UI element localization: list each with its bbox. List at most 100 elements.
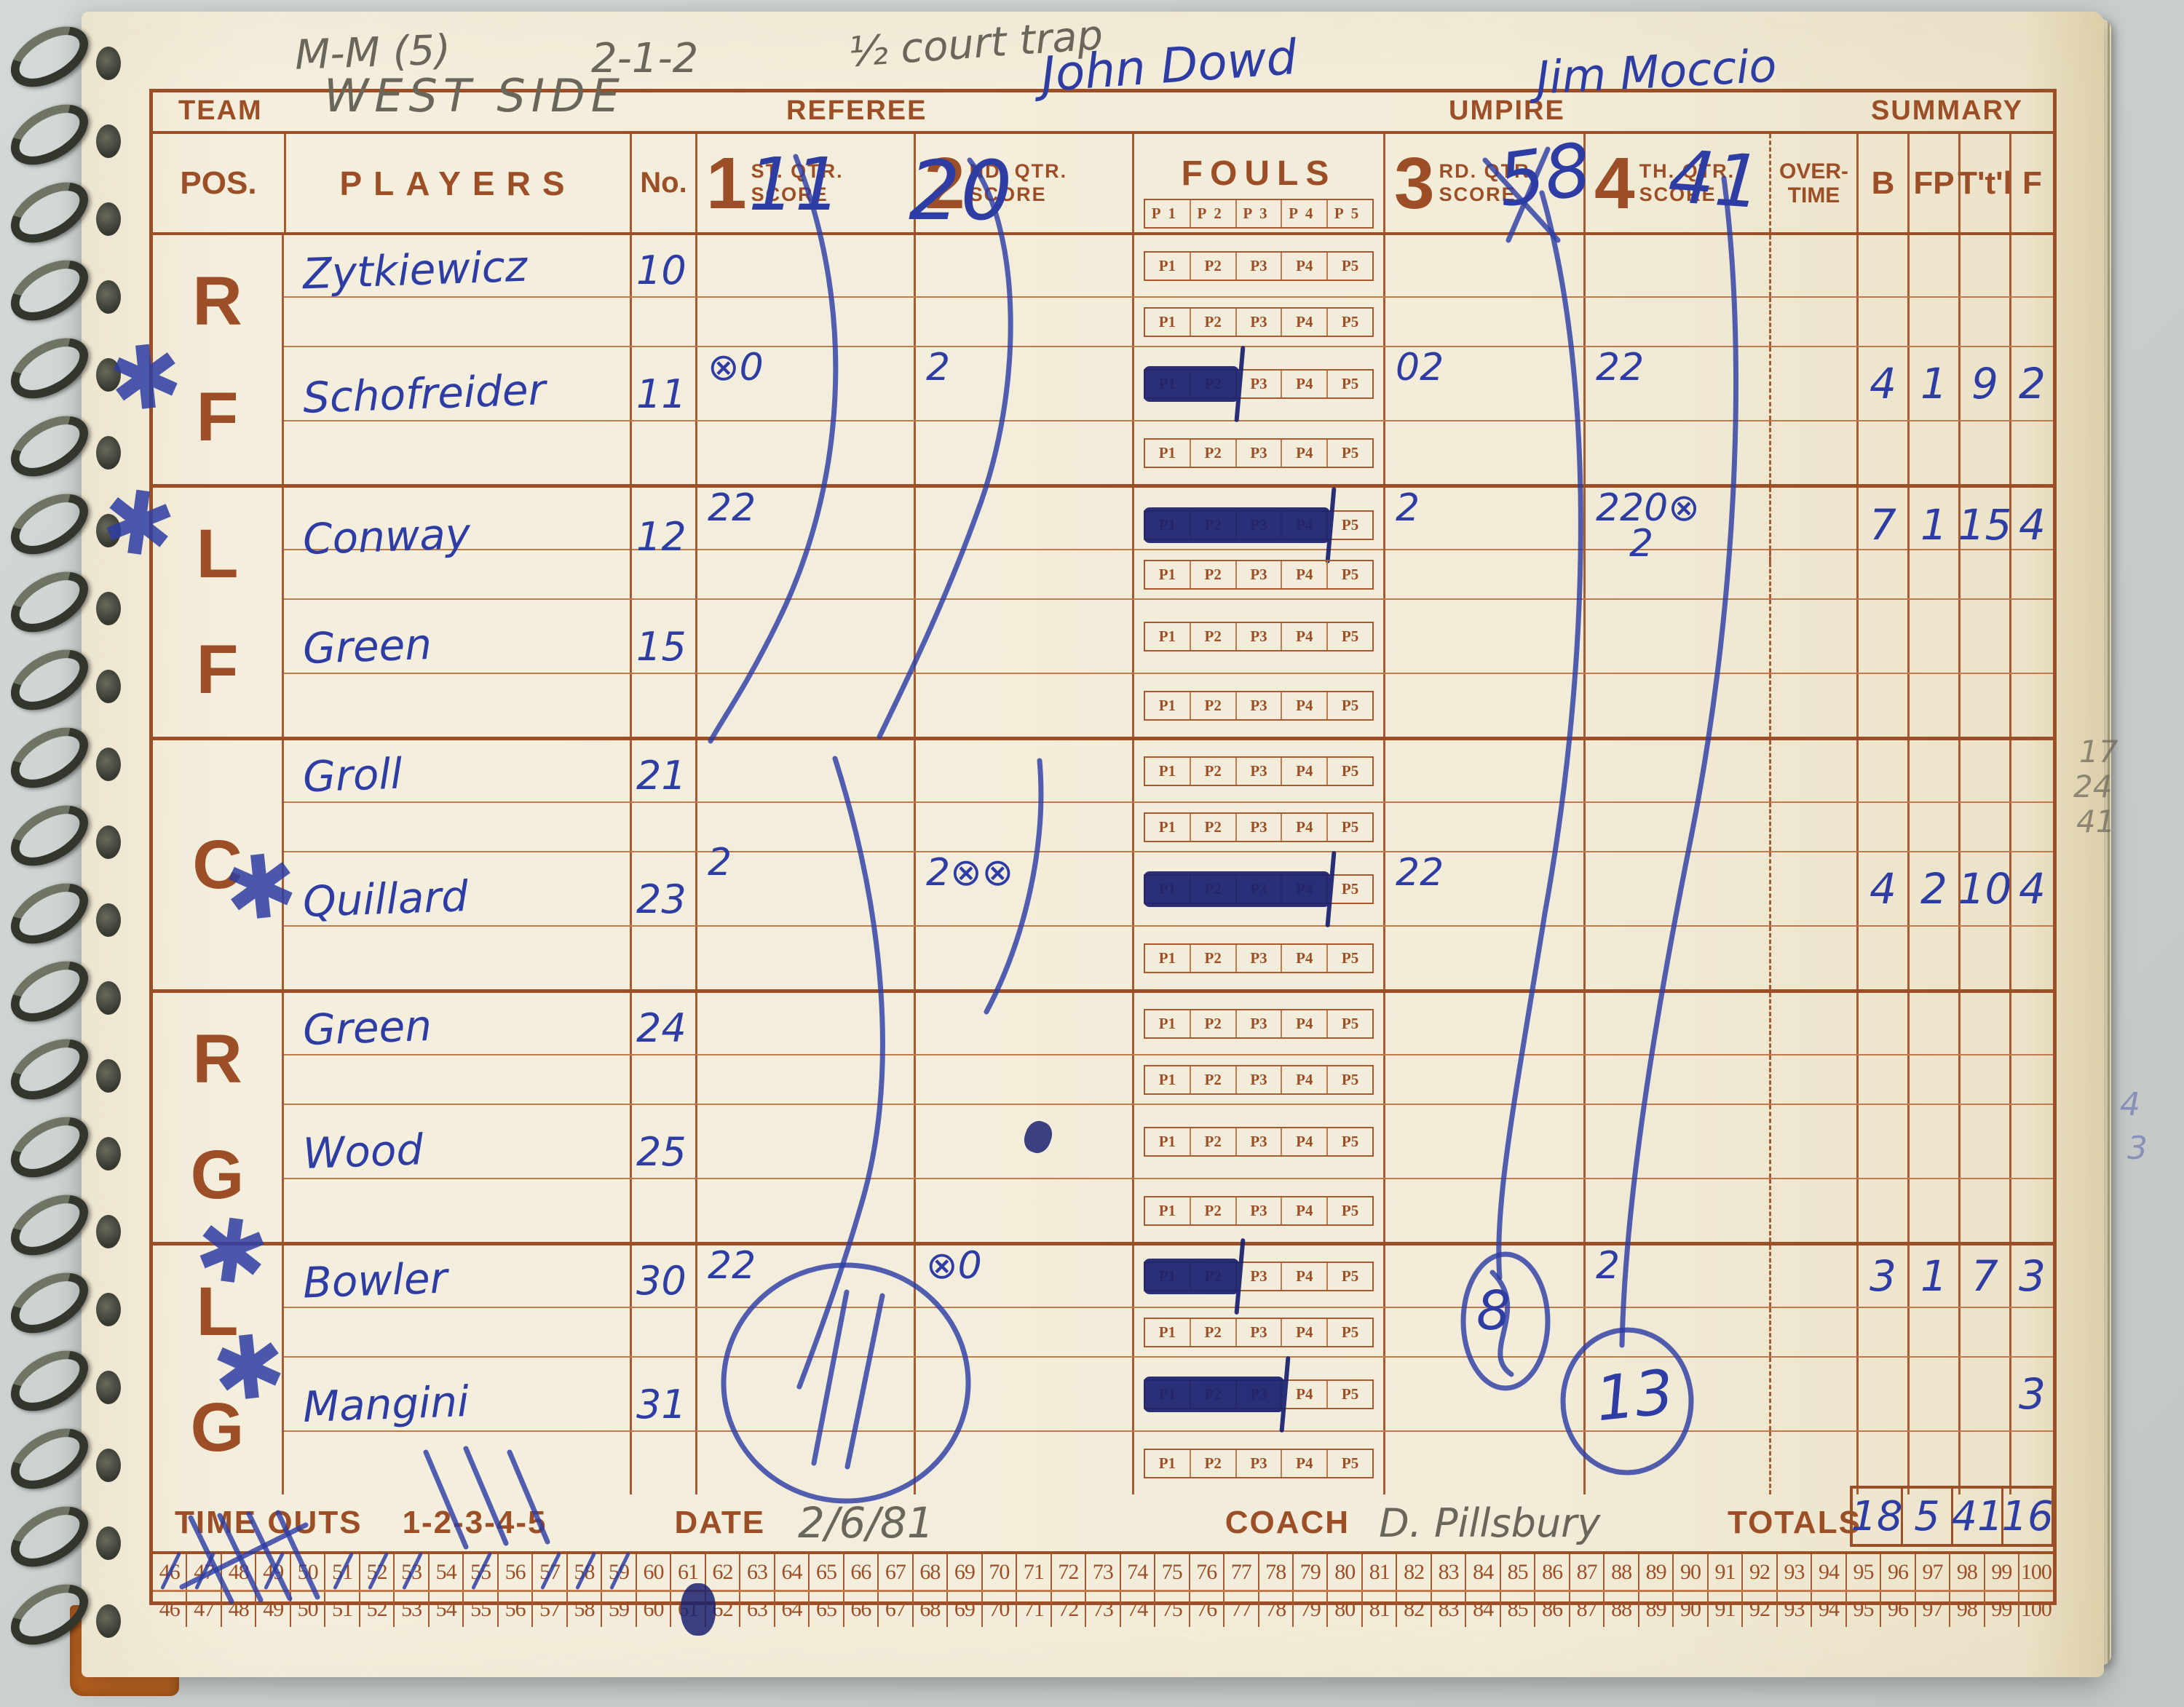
- freethrows-value-cell: [1907, 298, 1958, 346]
- q1-score-cell: [695, 927, 914, 989]
- running-score-number: 60: [635, 1592, 670, 1627]
- q3-score-cell: 22: [1383, 852, 1583, 925]
- q4-score-cell: [1583, 1105, 1769, 1178]
- running-score-number: 84: [1465, 1554, 1499, 1590]
- q1-score-cell: [695, 993, 914, 1054]
- position-letter: G: [190, 1136, 245, 1213]
- running-score-number: 61: [670, 1554, 704, 1590]
- running-score-number: 52: [358, 1554, 393, 1590]
- overtime-cell: [1769, 993, 1856, 1054]
- q3-score: 2: [1396, 486, 1420, 530]
- q4-score-cell: [1583, 803, 1769, 851]
- running-score-number: 71: [1016, 1554, 1050, 1590]
- player-row: Zytkiewicz 10 P1 P2 P3 P4 P5: [284, 235, 2053, 298]
- fouls-label: FOULS: [1181, 154, 1337, 193]
- running-score-number: 67: [877, 1554, 911, 1590]
- fouls-value-cell: [2009, 674, 2053, 737]
- q1-score-cell: [695, 740, 914, 801]
- fouls-value-cell: [2009, 421, 2053, 484]
- q2-score-cell: [914, 1056, 1132, 1104]
- player-row: Green 15 P1 P2 P3 P4 P5: [284, 600, 2053, 674]
- foul-period-label: P4: [1281, 1066, 1326, 1093]
- q3-score-cell: [1383, 550, 1583, 598]
- foul-period-label: P1: [1158, 761, 1176, 780]
- total-value-cell: [1958, 550, 2009, 598]
- foul-period-label: P2: [1189, 757, 1235, 785]
- running-score-number: 47: [186, 1592, 220, 1627]
- freethrows-value-cell: 1: [1907, 1245, 1958, 1307]
- spacer-row: P1 P2 P3 P4 P5: [284, 1179, 2053, 1242]
- foul-period-label: P5: [1326, 200, 1372, 227]
- baskets-value-cell: [1856, 1105, 1907, 1178]
- binding-hole: [96, 1059, 121, 1093]
- freethrows-value-cell: [1907, 1358, 1958, 1430]
- running-score-number: 66: [842, 1592, 877, 1627]
- q1-score-cell: [695, 235, 914, 296]
- position-section: LGBowler3022⊗0P1P2P3P4P523173P1P2P3P4P5M…: [153, 1245, 2053, 1494]
- running-score-number: 91: [1706, 1554, 1741, 1590]
- foul-period-label: P4: [1281, 370, 1326, 397]
- total-fouls: 16: [2001, 1492, 2054, 1540]
- foul-period-label: P2: [1189, 252, 1235, 280]
- running-score-number: 91: [1706, 1592, 1741, 1627]
- jersey-number-cell: 24: [630, 993, 695, 1054]
- freethrows-value-cell: [1907, 600, 1958, 673]
- position-letter: R: [192, 1021, 242, 1098]
- timeouts-label: TIME OUTS: [175, 1505, 363, 1540]
- overtime-cell: [1769, 1179, 1856, 1242]
- timeouts-value: 1-2-3-4-5: [402, 1505, 547, 1540]
- coach-value: D. Pillsbury: [1379, 1500, 1601, 1546]
- running-score-number: 72: [1050, 1592, 1085, 1627]
- binding-hole: [96, 514, 121, 547]
- q1-score: 22: [708, 486, 756, 530]
- position-section: R G Green 24 P1 P2 P3 P4 P5 P1 P2 P3 P4 P5 Wood 25 P1 P2 P…: [153, 993, 2053, 1245]
- q4-score-cell: [1583, 852, 1769, 925]
- q3-numeral: 3: [1394, 142, 1435, 224]
- foul-period-label: P5: [1326, 252, 1372, 280]
- q1-score-cell: [695, 803, 914, 851]
- player-name-cell: [284, 1179, 630, 1242]
- running-score-number: 78: [1257, 1592, 1292, 1627]
- q1-numeral: 1: [706, 142, 747, 224]
- q3-score-cell: 02: [1383, 347, 1583, 420]
- foul-period-label: P4: [1281, 1262, 1326, 1290]
- running-score-number: 49: [255, 1592, 289, 1627]
- foul-period-label: P5: [1326, 1318, 1372, 1346]
- foul-period-label: P4: [1281, 252, 1326, 280]
- q4-score-cell: [1583, 674, 1769, 737]
- foul-period-label: P2: [1189, 308, 1235, 336]
- foul-period-label: P1: [1158, 312, 1176, 330]
- baskets-value-cell: [1856, 927, 1907, 989]
- q1-score-cell: 2: [695, 844, 914, 925]
- spacer-row: P1 P2 P3 P4 P5: [284, 1056, 2053, 1105]
- foul-period-label: P1: [1158, 1014, 1176, 1032]
- player-name-cell: Wood: [284, 1105, 630, 1179]
- footer-row: TIME OUTS 1-2-3-4-5 DATE 2/6/81 COACH D.…: [153, 1486, 2054, 1551]
- player-row: Green 24 P1 P2 P3 P4 P5: [284, 993, 2053, 1056]
- running-score-number: 79: [1291, 1592, 1326, 1627]
- baskets-value-cell: [1856, 1308, 1907, 1356]
- total-value-cell: [1958, 927, 2009, 989]
- total-value: 15: [1958, 500, 2012, 550]
- baskets-value-cell: [1856, 993, 1907, 1054]
- binding-hole: [96, 202, 121, 236]
- q3-score-cell: [1383, 1105, 1583, 1178]
- q1-score-cell: [695, 298, 914, 346]
- overtime-cell: [1769, 1432, 1856, 1494]
- running-score-number: 86: [1534, 1554, 1568, 1590]
- player-name-cell: [284, 803, 630, 851]
- q2-score-cell: [914, 1358, 1132, 1430]
